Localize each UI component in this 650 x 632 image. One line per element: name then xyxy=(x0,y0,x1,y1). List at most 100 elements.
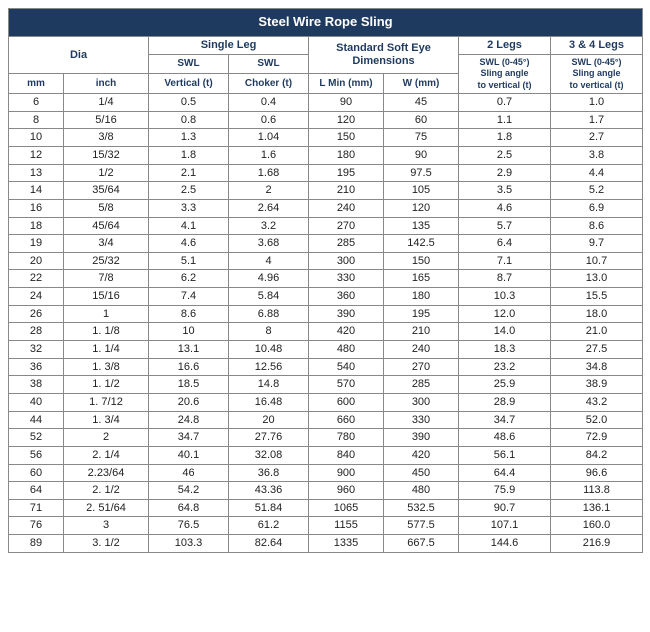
cell-l: 540 xyxy=(309,358,384,376)
cell-w: 480 xyxy=(384,482,459,500)
cell-w: 45 xyxy=(384,94,459,112)
table-row: 602.23/644636.890045064.496.6 xyxy=(9,464,643,482)
cell-c: 2 xyxy=(229,182,309,200)
cell-l: 960 xyxy=(309,482,384,500)
cell-l34: 113.8 xyxy=(551,482,643,500)
cell-c: 0.6 xyxy=(229,111,309,129)
cell-c: 14.8 xyxy=(229,376,309,394)
table-row: 2618.66.8839019512.018.0 xyxy=(9,305,643,323)
cell-l2: 6.4 xyxy=(459,235,551,253)
cell-l34: 52.0 xyxy=(551,411,643,429)
cell-l2: 8.7 xyxy=(459,270,551,288)
header-34legs: 3 & 4 Legs xyxy=(551,36,643,54)
cell-v: 13.1 xyxy=(149,341,229,359)
cell-inch: 2. 1/2 xyxy=(64,482,149,500)
cell-v: 20.6 xyxy=(149,393,229,411)
cell-inch: 1/4 xyxy=(64,94,149,112)
table-row: 712. 51/6464.851.841065532.590.7136.1 xyxy=(9,499,643,517)
cell-inch: 2.23/64 xyxy=(64,464,149,482)
cell-inch: 1. 1/8 xyxy=(64,323,149,341)
cell-mm: 24 xyxy=(9,288,64,306)
cell-mm: 28 xyxy=(9,323,64,341)
cell-l2: 3.5 xyxy=(459,182,551,200)
cell-v: 64.8 xyxy=(149,499,229,517)
cell-l: 600 xyxy=(309,393,384,411)
cell-mm: 36 xyxy=(9,358,64,376)
table-row: 103/81.31.04150751.82.7 xyxy=(9,129,643,147)
header-single-leg: Single Leg xyxy=(149,36,309,54)
cell-w: 195 xyxy=(384,305,459,323)
cell-w: 667.5 xyxy=(384,535,459,553)
cell-c: 20 xyxy=(229,411,309,429)
cell-w: 330 xyxy=(384,411,459,429)
cell-l34: 10.7 xyxy=(551,252,643,270)
cell-v: 76.5 xyxy=(149,517,229,535)
header-lmin: L Min (mm) xyxy=(309,74,384,94)
cell-mm: 44 xyxy=(9,411,64,429)
cell-v: 1.3 xyxy=(149,129,229,147)
header-mm: mm xyxy=(9,74,64,94)
cell-w: 105 xyxy=(384,182,459,200)
cell-w: 75 xyxy=(384,129,459,147)
cell-l2: 48.6 xyxy=(459,429,551,447)
cell-l: 180 xyxy=(309,147,384,165)
cell-c: 36.8 xyxy=(229,464,309,482)
cell-v: 1.8 xyxy=(149,147,229,165)
cell-l2: 5.7 xyxy=(459,217,551,235)
cell-l34: 1.7 xyxy=(551,111,643,129)
cell-c: 32.08 xyxy=(229,446,309,464)
cell-w: 150 xyxy=(384,252,459,270)
cell-l2: 1.8 xyxy=(459,129,551,147)
cell-inch: 1. 3/8 xyxy=(64,358,149,376)
cell-w: 532.5 xyxy=(384,499,459,517)
sling-angle-label-2: Sling angle xyxy=(572,68,620,78)
header-2legs: 2 Legs xyxy=(459,36,551,54)
cell-mm: 76 xyxy=(9,517,64,535)
cell-v: 103.3 xyxy=(149,535,229,553)
cell-l2: 34.7 xyxy=(459,411,551,429)
cell-inch: 3/4 xyxy=(64,235,149,253)
table-container: Steel Wire Rope Sling Dia Single Leg Sta… xyxy=(8,8,642,553)
table-row: 381. 1/218.514.857028525.938.9 xyxy=(9,376,643,394)
table-row: 441. 3/424.82066033034.752.0 xyxy=(9,411,643,429)
cell-inch: 1. 1/2 xyxy=(64,376,149,394)
table-title: Steel Wire Rope Sling xyxy=(9,9,643,37)
cell-v: 6.2 xyxy=(149,270,229,288)
cell-l2: 12.0 xyxy=(459,305,551,323)
table-row: 2415/167.45.8436018010.315.5 xyxy=(9,288,643,306)
cell-l: 300 xyxy=(309,252,384,270)
cell-l: 1065 xyxy=(309,499,384,517)
cell-inch: 15/16 xyxy=(64,288,149,306)
cell-mm: 16 xyxy=(9,199,64,217)
table-row: 2025/325.143001507.110.7 xyxy=(9,252,643,270)
table-row: 893. 1/2103.382.641335667.5144.6216.9 xyxy=(9,535,643,553)
cell-w: 285 xyxy=(384,376,459,394)
cell-inch: 35/64 xyxy=(64,182,149,200)
cell-l: 330 xyxy=(309,270,384,288)
cell-v: 40.1 xyxy=(149,446,229,464)
wire-rope-sling-table: Steel Wire Rope Sling Dia Single Leg Sta… xyxy=(8,8,643,553)
cell-l34: 2.7 xyxy=(551,129,643,147)
cell-l2: 75.9 xyxy=(459,482,551,500)
cell-c: 5.84 xyxy=(229,288,309,306)
cell-v: 34.7 xyxy=(149,429,229,447)
cell-inch: 1/2 xyxy=(64,164,149,182)
cell-mm: 22 xyxy=(9,270,64,288)
cell-mm: 32 xyxy=(9,341,64,359)
cell-inch: 5/16 xyxy=(64,111,149,129)
header-w: W (mm) xyxy=(384,74,459,94)
cell-w: 240 xyxy=(384,341,459,359)
cell-l34: 96.6 xyxy=(551,464,643,482)
cell-l34: 9.7 xyxy=(551,235,643,253)
cell-v: 16.6 xyxy=(149,358,229,376)
cell-l34: 216.9 xyxy=(551,535,643,553)
cell-c: 43.36 xyxy=(229,482,309,500)
cell-inch: 1. 7/12 xyxy=(64,393,149,411)
cell-w: 165 xyxy=(384,270,459,288)
cell-c: 10.48 xyxy=(229,341,309,359)
cell-l: 570 xyxy=(309,376,384,394)
header-choker: Choker (t) xyxy=(229,74,309,94)
cell-mm: 71 xyxy=(9,499,64,517)
table-row: 131/22.11.6819597.52.94.4 xyxy=(9,164,643,182)
table-row: 642. 1/254.243.3696048075.9113.8 xyxy=(9,482,643,500)
